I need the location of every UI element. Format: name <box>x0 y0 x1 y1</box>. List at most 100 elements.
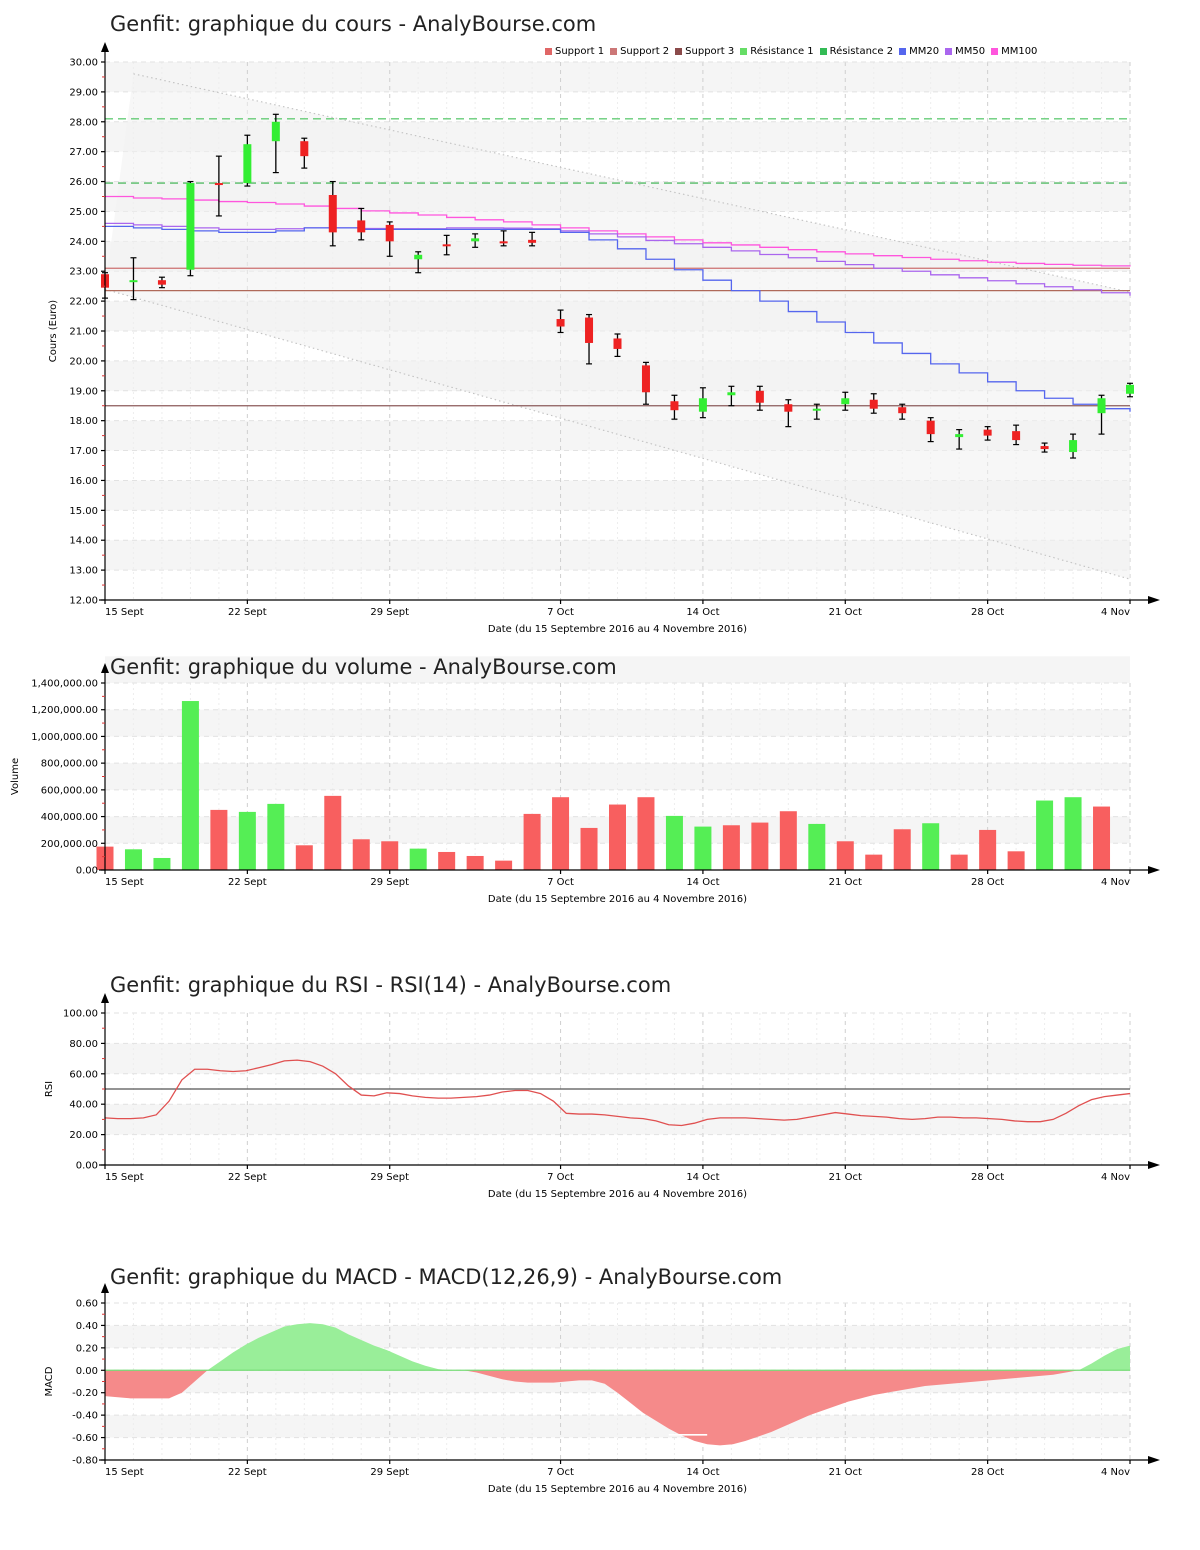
svg-text:19.00: 19.00 <box>69 386 98 397</box>
legend-label: Support 3 <box>685 46 735 57</box>
svg-text:4 Nov: 4 Nov <box>1101 607 1130 618</box>
legend-swatch-icon <box>545 48 552 55</box>
svg-text:15 Sept: 15 Sept <box>105 1172 144 1183</box>
svg-text:4 Nov: 4 Nov <box>1101 1467 1130 1478</box>
svg-text:22 Sept: 22 Sept <box>228 607 267 618</box>
legend-item-3: Résistance 1 <box>740 46 814 58</box>
svg-text:29 Sept: 29 Sept <box>370 1172 409 1183</box>
svg-text:Date (du 15 Septembre 2016 au: Date (du 15 Septembre 2016 au 4 Novembre… <box>488 624 747 635</box>
svg-text:24.00: 24.00 <box>69 237 98 248</box>
svg-text:14 Oct: 14 Oct <box>686 1172 719 1183</box>
legend-swatch-icon <box>610 48 618 55</box>
svg-text:80.00: 80.00 <box>69 1039 98 1050</box>
legend-swatch-icon <box>899 48 907 55</box>
svg-text:27.00: 27.00 <box>69 147 98 158</box>
rsi-chart-svg: 100.00 80.00 60.00 40.00 20.00 0.00 15 Sept 22 … <box>44 993 1160 1200</box>
price-chart-svg: 30.00 29.00 28.00 27.00 26.00 25.00 24.00 23.00… <box>48 42 1160 635</box>
svg-text:1,200,000.00: 1,200,000.00 <box>31 705 98 716</box>
legend-swatch-icon <box>991 48 999 55</box>
legend-item-4: Résistance 2 <box>819 46 894 58</box>
svg-text:0.60: 0.60 <box>76 1299 98 1310</box>
svg-text:14.00: 14.00 <box>69 536 98 547</box>
price-chart-legend: Support 1 Support 2 Support 3 Résistance 1 R… <box>545 46 1043 58</box>
svg-text:Date (du 15 Septembre 2016 au: Date (du 15 Septembre 2016 au 4 Novembre… <box>488 894 747 905</box>
svg-text:29 Sept: 29 Sept <box>370 877 409 888</box>
legend-swatch-icon <box>675 48 683 55</box>
legend-swatch-icon <box>945 48 953 55</box>
svg-text:15 Sept: 15 Sept <box>105 877 144 888</box>
svg-text:28 Oct: 28 Oct <box>971 1467 1004 1478</box>
volume-chart-title: Genfit: graphique du volume - AnalyBours… <box>110 655 617 679</box>
svg-text:21 Oct: 21 Oct <box>829 877 862 888</box>
svg-text:RSI: RSI <box>44 1081 55 1097</box>
svg-text:22 Sept: 22 Sept <box>228 1172 267 1183</box>
legend-swatch-icon <box>819 48 827 55</box>
svg-text:7 Oct: 7 Oct <box>547 1467 574 1478</box>
svg-text:14 Oct: 14 Oct <box>686 607 719 618</box>
svg-text:600,000.00: 600,000.00 <box>41 785 98 796</box>
legend-item-0: Support 1 <box>545 46 604 58</box>
svg-text:14 Oct: 14 Oct <box>686 1467 719 1478</box>
svg-text:0.00: 0.00 <box>76 1366 98 1377</box>
price-chart-panel: Genfit: graphique du cours - AnalyBourse… <box>0 0 1200 645</box>
legend-label: Support 2 <box>620 46 670 57</box>
svg-text:100.00: 100.00 <box>63 1009 98 1020</box>
svg-text:-0.80: -0.80 <box>72 1456 98 1467</box>
legend-label: Résistance 2 <box>829 46 894 57</box>
svg-text:Cours (Euro): Cours (Euro) <box>48 300 59 363</box>
svg-text:26.00: 26.00 <box>69 177 98 188</box>
svg-text:28 Oct: 28 Oct <box>971 1172 1004 1183</box>
svg-text:400,000.00: 400,000.00 <box>41 812 98 823</box>
price-chart-title: Genfit: graphique du cours - AnalyBourse… <box>110 12 597 36</box>
svg-text:7 Oct: 7 Oct <box>547 877 574 888</box>
macd-positive-area <box>105 1323 1130 1371</box>
svg-text:15 Sept: 15 Sept <box>105 607 144 618</box>
svg-text:7 Oct: 7 Oct <box>547 607 574 618</box>
svg-text:28 Oct: 28 Oct <box>971 877 1004 888</box>
legend-label: Support 1 <box>555 46 605 57</box>
macd-chart-panel: Genfit: graphique du MACD - MACD(12,26,9… <box>0 1255 1200 1550</box>
svg-text:23.00: 23.00 <box>69 267 98 278</box>
svg-text:22 Sept: 22 Sept <box>228 877 267 888</box>
macd-chart-title: Genfit: graphique du MACD - MACD(12,26,9… <box>110 1265 783 1289</box>
svg-text:-0.20: -0.20 <box>72 1388 98 1399</box>
svg-text:Date (du 15 Septembre 2016 au: Date (du 15 Septembre 2016 au 4 Novembre… <box>488 1189 747 1200</box>
svg-text:7 Oct: 7 Oct <box>547 1172 574 1183</box>
candlestick-series <box>101 113 1134 459</box>
svg-text:15.00: 15.00 <box>69 506 98 517</box>
svg-text:0.20: 0.20 <box>76 1343 98 1354</box>
rsi-chart-title: Genfit: graphique du RSI - RSI(14) - Ana… <box>110 973 672 997</box>
svg-text:-0.60: -0.60 <box>72 1433 98 1444</box>
svg-text:22 Sept: 22 Sept <box>228 1467 267 1478</box>
svg-text:12.00: 12.00 <box>69 596 98 607</box>
legend-label: MM100 <box>1001 46 1038 57</box>
volume-chart-svg: 1,400,000.00 1,200,000.00 1,000,000.00 800,… <box>10 656 1160 905</box>
legend-item-6: MM50 <box>945 46 985 58</box>
legend-label: Résistance 1 <box>750 46 814 57</box>
svg-text:30.00: 30.00 <box>69 58 98 69</box>
svg-text:18.00: 18.00 <box>69 416 98 427</box>
svg-text:60.00: 60.00 <box>69 1069 98 1080</box>
svg-text:21.00: 21.00 <box>69 327 98 338</box>
macd-negative-area <box>105 1370 1130 1446</box>
svg-text:15 Sept: 15 Sept <box>105 1467 144 1478</box>
legend-label: MM20 <box>909 46 940 57</box>
svg-text:MACD: MACD <box>44 1366 55 1396</box>
macd-chart-svg: 0.60 0.40 0.20 0.00 -0.20 -0.40 -0.60 -0.80 15 S… <box>44 1283 1160 1495</box>
svg-text:0.00: 0.00 <box>76 1161 98 1172</box>
svg-text:20.00: 20.00 <box>69 1130 98 1141</box>
svg-text:Volume: Volume <box>10 758 21 795</box>
svg-text:0.40: 0.40 <box>76 1321 98 1332</box>
svg-text:14 Oct: 14 Oct <box>686 877 719 888</box>
svg-text:-0.40: -0.40 <box>72 1411 98 1422</box>
volume-bar-series <box>96 701 1111 870</box>
svg-text:21 Oct: 21 Oct <box>829 1172 862 1183</box>
svg-text:200,000.00: 200,000.00 <box>41 839 98 850</box>
svg-text:21 Oct: 21 Oct <box>829 607 862 618</box>
svg-text:28 Oct: 28 Oct <box>971 607 1004 618</box>
svg-text:4 Nov: 4 Nov <box>1101 877 1130 888</box>
svg-text:21 Oct: 21 Oct <box>829 1467 862 1478</box>
svg-text:25.00: 25.00 <box>69 207 98 218</box>
legend-item-5: MM20 <box>899 46 939 58</box>
svg-text:22.00: 22.00 <box>69 297 98 308</box>
